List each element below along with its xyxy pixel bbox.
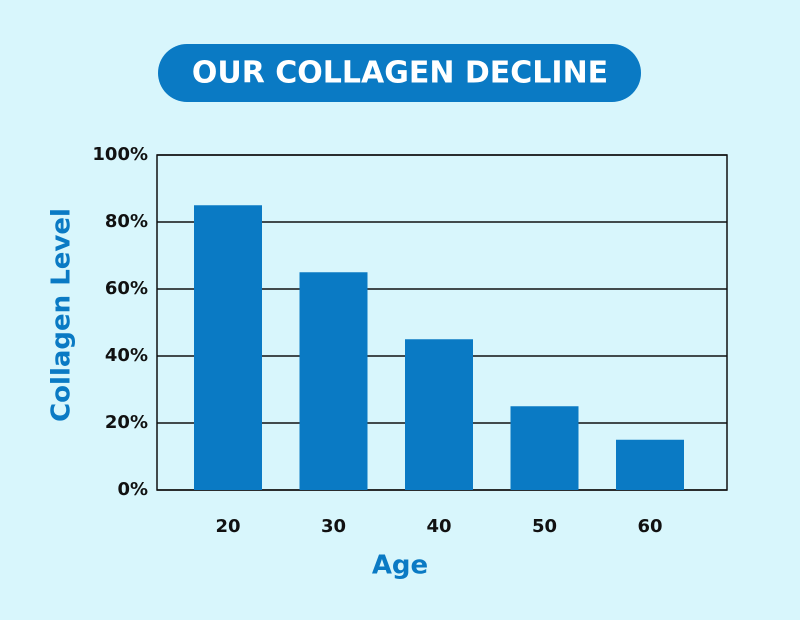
y-tick-label: 40% xyxy=(105,345,148,366)
y-tick-label: 100% xyxy=(92,144,148,165)
x-tick-label: 30 xyxy=(321,516,346,537)
x-tick-label: 40 xyxy=(426,516,451,537)
x-axis-label: Age xyxy=(372,551,428,581)
x-tick-label: 20 xyxy=(215,516,240,537)
chart-title: OUR COLLAGEN DECLINE xyxy=(192,56,608,91)
y-axis-label: Collagen Level xyxy=(47,208,77,422)
y-tick-label: 80% xyxy=(105,211,148,232)
bar xyxy=(616,439,684,490)
bar xyxy=(299,272,368,490)
y-tick-label: 60% xyxy=(105,278,148,299)
bar xyxy=(510,406,579,490)
x-tick-label: 60 xyxy=(637,516,662,537)
x-tick-label: 50 xyxy=(532,516,557,537)
bar xyxy=(405,339,473,490)
title-pill xyxy=(158,44,641,102)
y-tick-label: 20% xyxy=(105,412,148,433)
y-tick-label: 0% xyxy=(117,479,148,500)
bar xyxy=(194,205,262,490)
